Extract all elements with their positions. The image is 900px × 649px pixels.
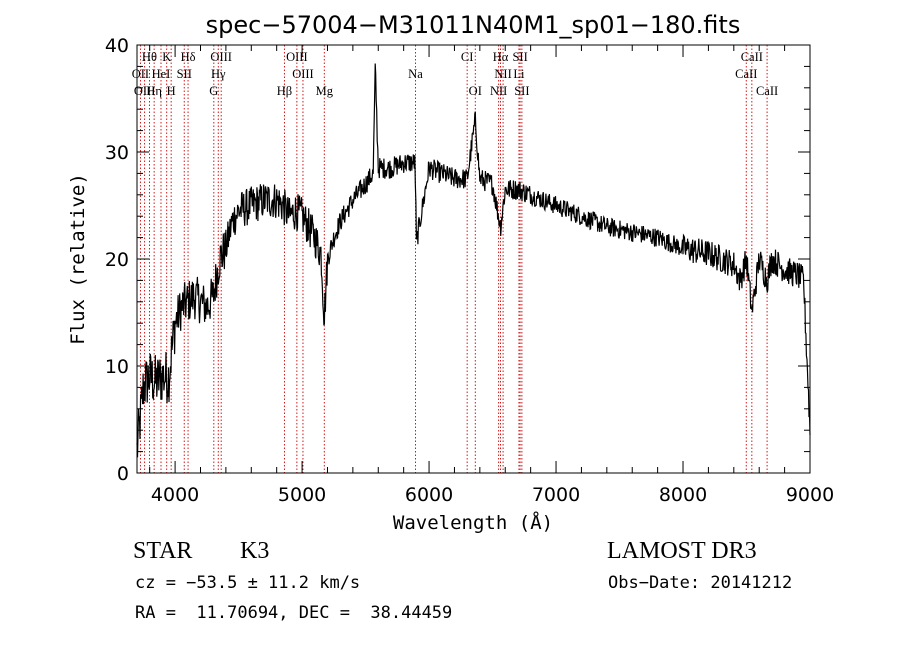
spectral-line-label: Hα xyxy=(493,50,509,64)
spectral-line-label: CaII xyxy=(756,84,778,98)
y-axis-label: Flux (relative) xyxy=(67,173,89,345)
object-subclass: K3 xyxy=(240,538,270,564)
x-tick-label: 7000 xyxy=(532,484,580,506)
spectral-line-label: Mg xyxy=(316,84,334,98)
coordinates: RA = 11.70694, DEC = 38.44459 xyxy=(135,603,453,623)
x-axis-label: Wavelength (Å) xyxy=(393,511,553,534)
spectral-line-label: OIII xyxy=(292,67,314,81)
spectral-line-label: CI xyxy=(461,50,474,64)
spectral-line-label: CaII xyxy=(735,67,757,81)
spectrum-line xyxy=(136,63,811,458)
spectral-line-label: K xyxy=(162,50,171,64)
x-tick-label: 8000 xyxy=(659,484,707,506)
object-class: STAR xyxy=(133,538,193,564)
plot-frame xyxy=(136,44,811,474)
y-tick-label: 10 xyxy=(105,356,129,378)
spectral-line-label: CaII xyxy=(741,50,763,64)
spectral-line-label: Hδ xyxy=(181,50,196,64)
spectral-line-label: HeI xyxy=(152,67,171,81)
spectral-line-label: SII xyxy=(177,67,192,81)
spectral-line-label: H xyxy=(167,84,176,98)
x-tick-label: 9000 xyxy=(786,484,834,506)
spectral-line-label: OI xyxy=(469,84,482,98)
spectral-line-label: G xyxy=(209,84,218,98)
spectral-line-label: SII xyxy=(512,50,527,64)
y-tick-label: 40 xyxy=(105,35,129,57)
spectral-line-label: Hθ xyxy=(142,50,157,64)
x-tick-label: 5000 xyxy=(278,484,326,506)
axis-tick-labels: 4000 5000 6000 7000 8000 9000 0 10 20 30 40 xyxy=(105,35,834,506)
chart-title: spec−57004−M31011N40M1_sp01−180.fits xyxy=(206,11,741,39)
spectral-line-label: SII xyxy=(514,84,529,98)
spectral-line-label: OII xyxy=(132,67,149,81)
spectral-line-label: NII xyxy=(494,67,511,81)
axis-ticks xyxy=(137,44,811,474)
spectral-line-label: Hβ xyxy=(277,84,292,98)
redshift-cz: cz = −53.5 ± 11.2 km/s xyxy=(135,573,361,593)
spectral-line-label: Na xyxy=(408,67,423,81)
spectral-line-markers xyxy=(139,45,768,473)
spectral-line-label: Li xyxy=(513,67,525,81)
spectral-line-label: OIII xyxy=(286,50,308,64)
x-tick-label: 6000 xyxy=(405,484,453,506)
survey-name: LAMOST DR3 xyxy=(607,538,757,564)
y-tick-label: 0 xyxy=(117,463,129,485)
spectral-line-label: NII xyxy=(490,84,507,98)
spectral-line-label: Hγ xyxy=(211,67,226,81)
spectral-line-label: Hη xyxy=(146,84,162,98)
y-tick-label: 30 xyxy=(105,142,129,164)
x-tick-label: 4000 xyxy=(151,484,199,506)
observation-date: Obs−Date: 20141212 xyxy=(608,573,793,593)
y-tick-label: 20 xyxy=(105,249,129,271)
spectral-line-label: OIII xyxy=(210,50,232,64)
